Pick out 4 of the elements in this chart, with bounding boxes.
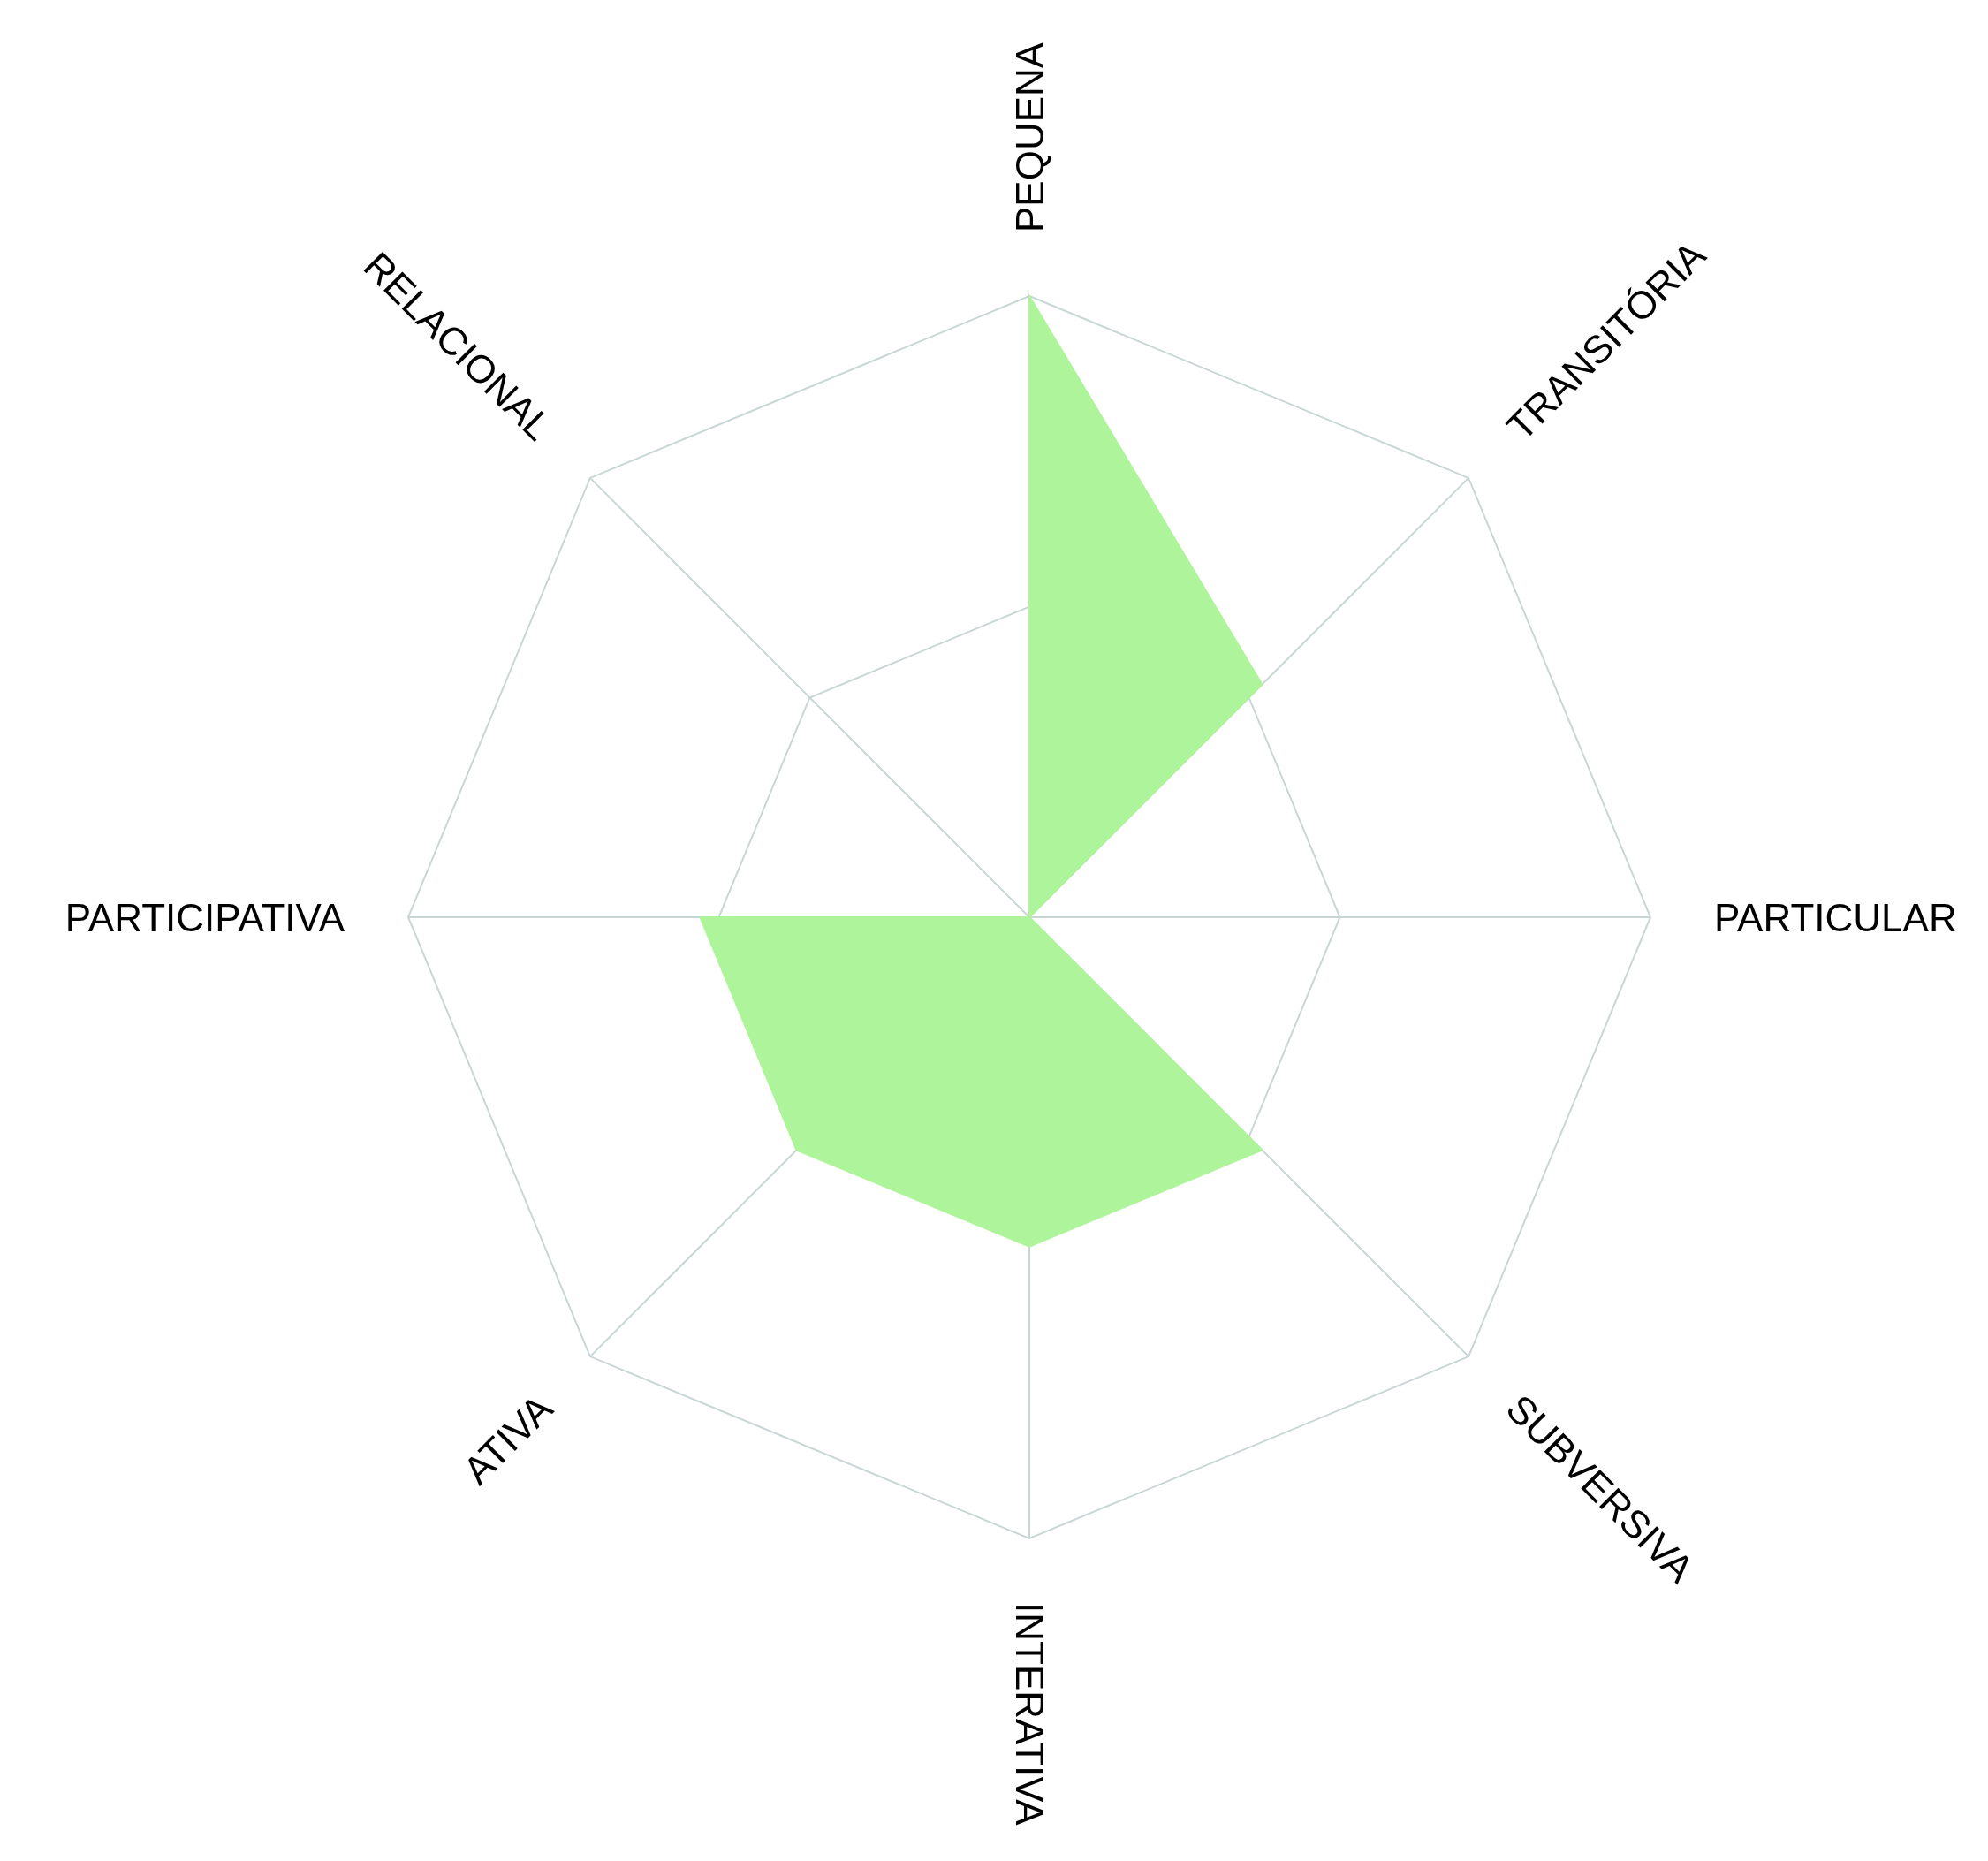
spoke-label: INTERATIVA (1007, 1602, 1051, 1827)
spoke-label: PARTICULAR (1714, 895, 1957, 939)
spoke-label: PARTICIPATIVA (64, 895, 345, 939)
spoke-label: PEQUENA (1007, 42, 1051, 232)
